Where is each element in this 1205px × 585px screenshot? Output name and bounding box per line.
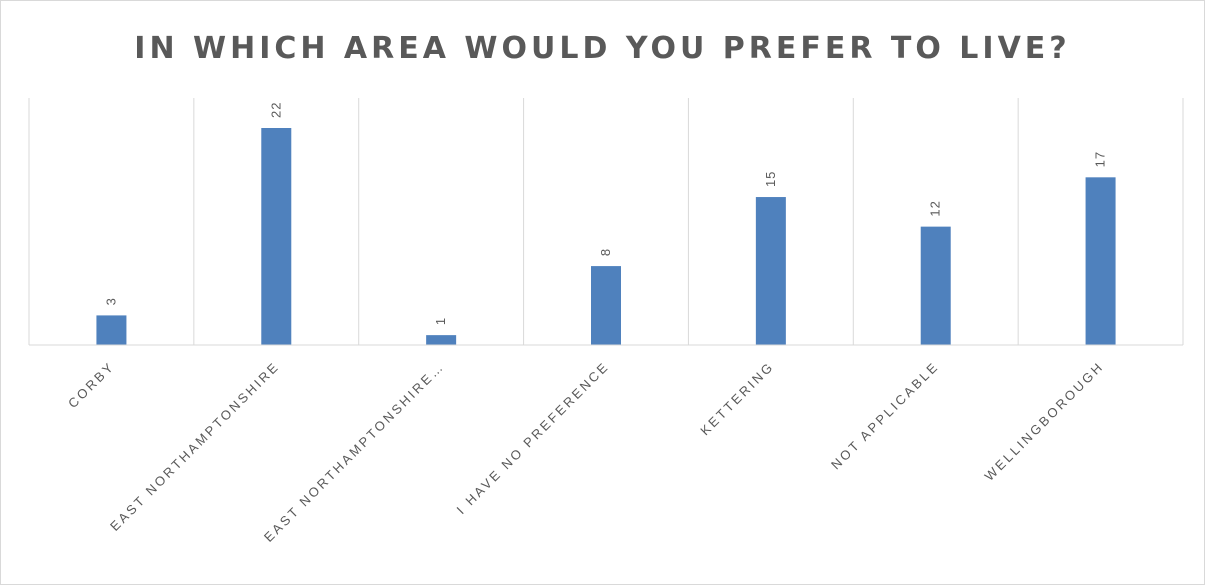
bar-6 xyxy=(1085,177,1116,345)
data-label: 17 xyxy=(1093,151,1108,167)
x-tick-label: EAST NORTHAMPTONSHIRE… xyxy=(261,359,447,545)
x-tick-label: I HAVE NO PREFERENCE xyxy=(454,359,613,518)
data-label: 8 xyxy=(598,248,613,256)
bar-0 xyxy=(96,315,127,345)
bar-4 xyxy=(755,197,786,345)
x-tick-label: NOT APPLICABLE xyxy=(828,359,942,473)
data-label: 15 xyxy=(763,171,778,187)
bar-2 xyxy=(426,335,457,345)
data-label: 1 xyxy=(433,317,448,325)
bar-1 xyxy=(261,128,292,345)
data-label: 3 xyxy=(103,297,118,305)
x-tick-label: WELLINGBOROUGH xyxy=(981,359,1106,484)
data-label: 22 xyxy=(268,102,283,118)
chart-title: IN WHICH AREA WOULD YOU PREFER TO LIVE? xyxy=(134,31,1071,66)
x-tick-label: CORBY xyxy=(65,359,117,411)
x-tick-label: EAST NORTHAMPTONSHIRE xyxy=(107,359,282,534)
bar-5 xyxy=(920,226,951,345)
data-label: 12 xyxy=(928,200,943,216)
x-tick-label: KETTERING xyxy=(697,359,777,439)
bar-3 xyxy=(591,266,621,345)
